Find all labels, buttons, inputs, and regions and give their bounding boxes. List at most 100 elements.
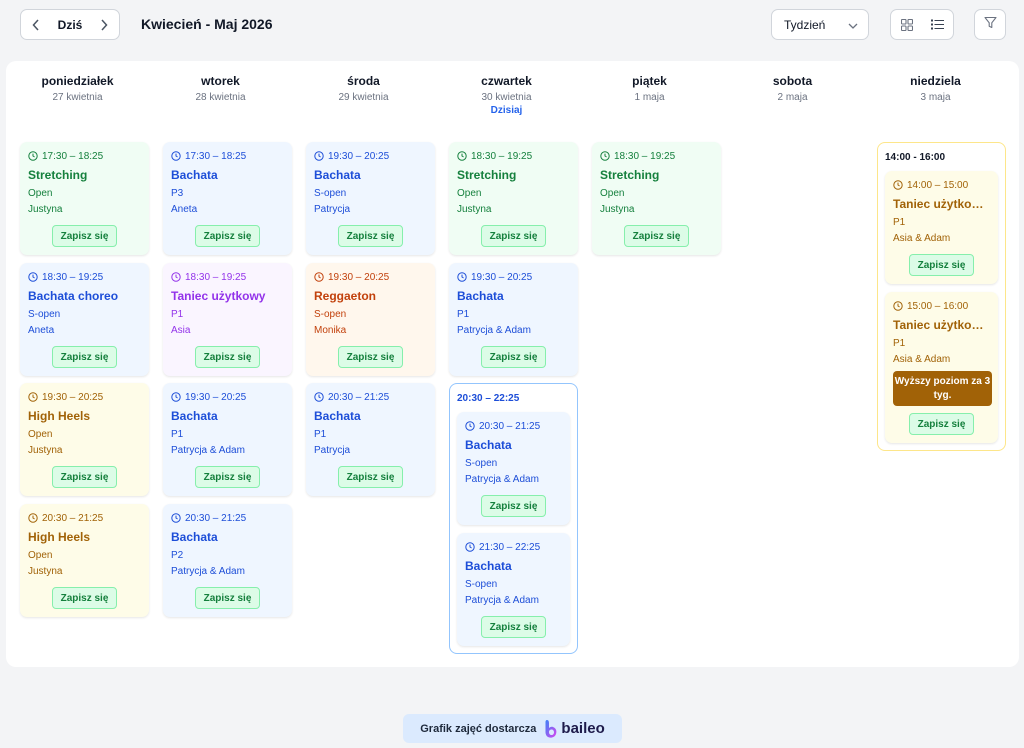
signup-button[interactable]: Zapisz się xyxy=(909,413,974,435)
event-title: Stretching xyxy=(600,168,660,182)
event-time-text: 18:30 – 19:25 xyxy=(471,150,533,162)
signup-button[interactable]: Zapisz się xyxy=(52,466,117,488)
clock-icon xyxy=(171,272,181,282)
event-card[interactable]: 19:30 – 20:25 Bachata P1 Patrycja & Adam… xyxy=(163,383,292,496)
event-group-time: 14:00 - 16:00 xyxy=(885,152,946,163)
event-time: 18:30 – 19:25 xyxy=(600,149,713,163)
event-level: Open xyxy=(28,550,53,561)
signup-button[interactable]: Zapisz się xyxy=(338,346,403,368)
event-card[interactable]: 19:30 – 20:25 High Heels Open Justyna Za… xyxy=(20,383,149,496)
event-card[interactable]: 19:30 – 20:25 Bachata S-open Patrycja Za… xyxy=(306,142,435,255)
event-level: Open xyxy=(457,188,482,199)
event-group: 20:30 – 22:25 20:30 – 21:25 Bachata S-op… xyxy=(449,383,578,654)
filter-button[interactable] xyxy=(974,9,1006,40)
event-time: 19:30 – 20:25 xyxy=(314,270,427,284)
event-trainer: Justyna xyxy=(457,204,492,215)
signup-button[interactable]: Zapisz się xyxy=(481,495,546,517)
event-card[interactable]: 17:30 – 18:25 Stretching Open Justyna Za… xyxy=(20,142,149,255)
event-title: Bachata xyxy=(314,168,361,182)
event-trainer: Justyna xyxy=(28,204,63,215)
event-level: Open xyxy=(28,429,53,440)
event-time: 14:00 – 15:00 xyxy=(893,178,990,192)
event-trainer: Patrycja xyxy=(314,445,351,456)
clock-icon xyxy=(314,272,324,282)
today-button[interactable]: Dziś xyxy=(57,17,83,32)
event-trainer: Asia xyxy=(171,325,191,336)
grid-view-icon[interactable] xyxy=(891,10,922,39)
list-view-icon[interactable] xyxy=(922,10,953,39)
chevron-right-icon[interactable] xyxy=(97,18,111,32)
event-card[interactable]: 18:30 – 19:25 Bachata choreo S-open Anet… xyxy=(20,263,149,376)
event-card[interactable]: 18:30 – 19:25 Stretching Open Justyna Za… xyxy=(592,142,721,255)
signup-button[interactable]: Zapisz się xyxy=(52,225,117,247)
event-card[interactable]: 20:30 – 21:25 High Heels Open Justyna Za… xyxy=(20,504,149,617)
event-title: Bachata xyxy=(171,530,218,544)
clock-icon xyxy=(465,421,475,431)
event-time-text: 18:30 – 19:25 xyxy=(614,150,676,162)
signup-button[interactable]: Zapisz się xyxy=(909,254,974,276)
layout-toggle xyxy=(890,9,954,40)
view-select[interactable]: Tydzień xyxy=(771,9,869,40)
event-card[interactable]: 17:30 – 18:25 Bachata P3 Aneta Zapisz si… xyxy=(163,142,292,255)
signup-button[interactable]: Zapisz się xyxy=(52,346,117,368)
event-card[interactable]: 18:30 – 19:25 Taniec użytkowy P1 Asia Za… xyxy=(163,263,292,376)
signup-button[interactable]: Zapisz się xyxy=(195,466,260,488)
day-name: środa xyxy=(347,74,380,88)
event-level: P1 xyxy=(457,309,470,320)
event-title: Reggaeton xyxy=(314,289,377,303)
event-card[interactable]: 14:00 – 15:00 Taniec użytkow... P1 Asia … xyxy=(885,171,998,284)
event-card[interactable]: 15:00 – 16:00 Taniec użytkow... P1 Asia … xyxy=(885,292,998,443)
event-level: P1 xyxy=(171,309,184,320)
event-card[interactable]: 20:30 – 21:25 Bachata P2 Patrycja & Adam… xyxy=(163,504,292,617)
event-card[interactable]: 20:30 – 21:25 Bachata P1 Patrycja Zapisz… xyxy=(306,383,435,496)
event-level: P3 xyxy=(171,188,184,199)
signup-button[interactable]: Zapisz się xyxy=(52,587,117,609)
event-group: 14:00 - 16:00 14:00 – 15:00 Taniec użytk… xyxy=(877,142,1006,451)
baileo-logo-icon xyxy=(545,719,557,738)
event-time-text: 19:30 – 20:25 xyxy=(185,391,247,403)
day-name: wtorek xyxy=(201,74,240,88)
signup-button[interactable]: Zapisz się xyxy=(481,346,546,368)
clock-icon xyxy=(171,513,181,523)
event-title: High Heels xyxy=(28,530,91,544)
event-time: 20:30 – 21:25 xyxy=(314,390,427,404)
event-level: P1 xyxy=(893,338,906,349)
level-up-badge: Wyższy poziom za 3 tyg. xyxy=(893,371,992,406)
powered-by-footer[interactable]: Grafik zajęć dostarcza baileo xyxy=(403,714,622,743)
event-trainer: Patrycja & Adam xyxy=(457,325,531,336)
event-title: Bachata xyxy=(171,409,218,423)
event-level: Open xyxy=(600,188,625,199)
day-header-friday: piątek 1 maja xyxy=(578,74,721,103)
signup-button[interactable]: Zapisz się xyxy=(624,225,689,247)
clock-icon xyxy=(171,392,181,402)
event-time-text: 18:30 – 19:25 xyxy=(185,271,247,283)
signup-button[interactable]: Zapisz się xyxy=(338,225,403,247)
event-card[interactable]: 19:30 – 20:25 Reggaeton S-open Monika Za… xyxy=(306,263,435,376)
event-title: Bachata choreo xyxy=(28,289,119,303)
event-card[interactable]: 19:30 – 20:25 Bachata P1 Patrycja & Adam… xyxy=(449,263,578,376)
clock-icon xyxy=(28,272,38,282)
clock-icon xyxy=(893,180,903,190)
week-calendar: poniedziałek 27 kwietnia wtorek 28 kwiet… xyxy=(6,61,1019,667)
signup-button[interactable]: Zapisz się xyxy=(481,225,546,247)
event-title: Taniec użytkowy xyxy=(171,289,266,303)
signup-button[interactable]: Zapisz się xyxy=(195,587,260,609)
signup-button[interactable]: Zapisz się xyxy=(481,616,546,638)
signup-button[interactable]: Zapisz się xyxy=(195,225,260,247)
event-card[interactable]: 18:30 – 19:25 Stretching Open Justyna Za… xyxy=(449,142,578,255)
clock-icon xyxy=(457,272,467,282)
event-level: S-open xyxy=(314,188,347,199)
event-time-text: 19:30 – 20:25 xyxy=(328,150,390,162)
signup-button[interactable]: Zapisz się xyxy=(338,466,403,488)
event-time: 20:30 – 21:25 xyxy=(28,511,141,525)
event-title: Bachata xyxy=(457,289,504,303)
event-card[interactable]: 20:30 – 21:25 Bachata S-open Patrycja & … xyxy=(457,412,570,525)
chevron-left-icon[interactable] xyxy=(29,18,43,32)
clock-icon xyxy=(893,301,903,311)
event-time: 18:30 – 19:25 xyxy=(171,270,284,284)
day-header-sunday: niedziela 3 maja xyxy=(864,74,1007,103)
event-time-text: 14:00 – 15:00 xyxy=(907,179,969,191)
signup-button[interactable]: Zapisz się xyxy=(195,346,260,368)
event-card[interactable]: 21:30 – 22:25 Bachata S-open Patrycja & … xyxy=(457,533,570,646)
event-time-text: 20:30 – 21:25 xyxy=(479,420,541,432)
